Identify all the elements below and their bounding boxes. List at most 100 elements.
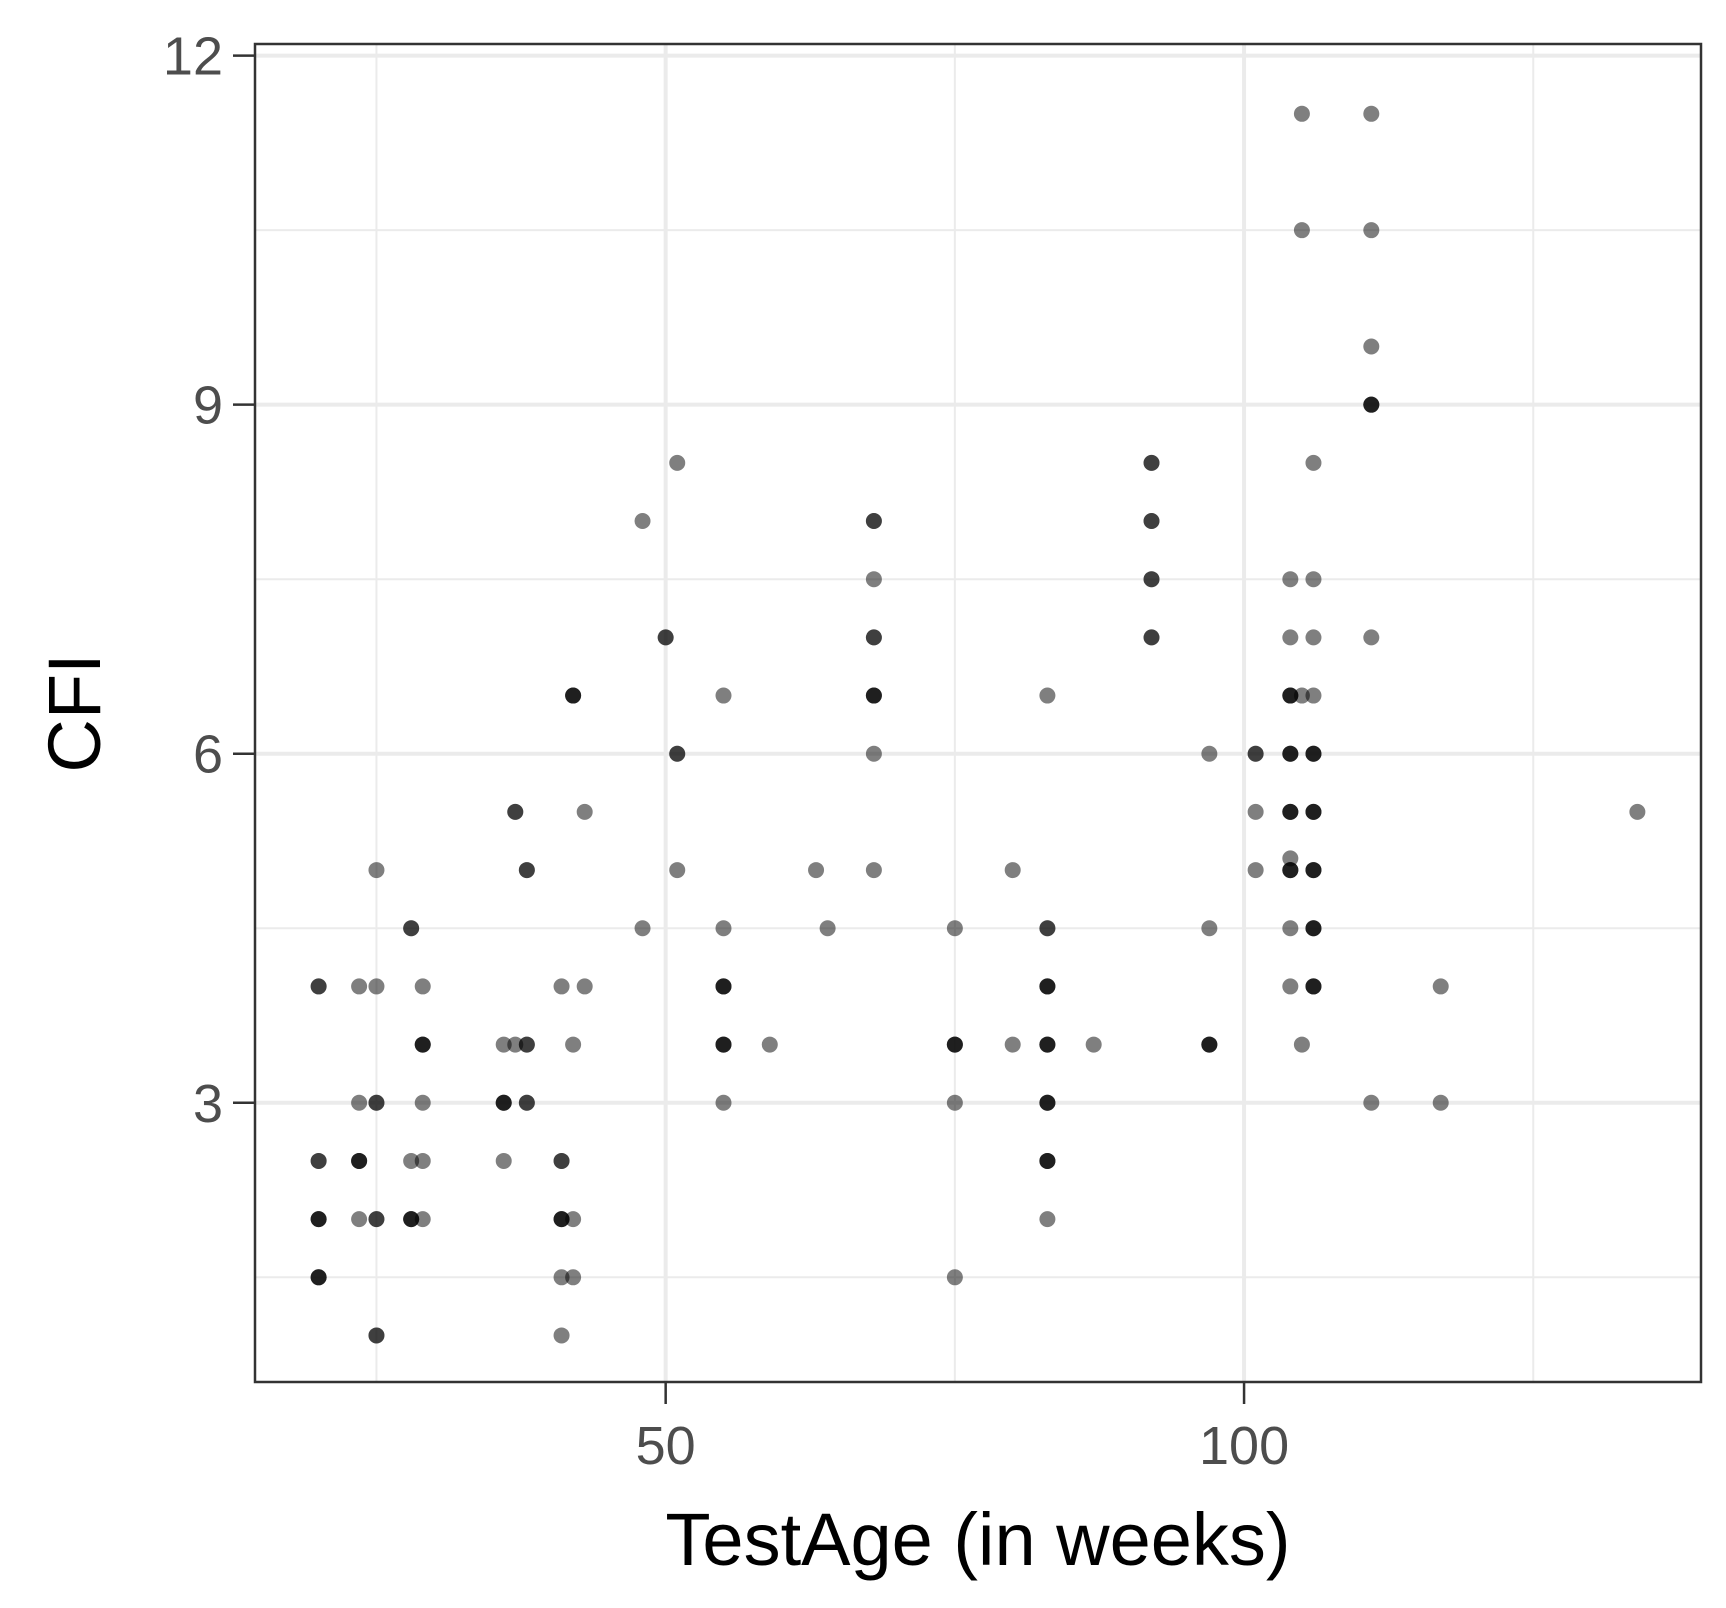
- data-point: [946, 1269, 963, 1286]
- data-point: [1201, 745, 1218, 762]
- data-point: [403, 1152, 420, 1169]
- data-point: [414, 978, 431, 995]
- y-tick-label: 6: [193, 725, 223, 785]
- data-point: [576, 803, 593, 820]
- data-point: [865, 745, 882, 762]
- data-point: [669, 454, 686, 471]
- x-axis-title: TestAge (in weeks): [665, 1498, 1290, 1581]
- data-point: [1363, 629, 1380, 646]
- data-point: [1039, 687, 1056, 704]
- data-point: [414, 1036, 431, 1053]
- data-point: [1432, 1094, 1449, 1111]
- data-point: [1293, 1036, 1310, 1053]
- data-point: [1039, 1036, 1056, 1053]
- x-axis-ticks: 50 100: [636, 1382, 1289, 1476]
- data-point: [403, 1211, 420, 1228]
- data-point: [1004, 862, 1021, 879]
- data-point: [553, 1327, 570, 1344]
- data-point: [310, 1269, 327, 1286]
- data-point: [310, 1211, 327, 1228]
- minor-gridlines: [255, 44, 1701, 1382]
- data-point: [865, 629, 882, 646]
- data-point: [553, 1211, 570, 1228]
- data-point: [351, 978, 368, 995]
- data-point: [1039, 920, 1056, 937]
- data-point: [1293, 687, 1310, 704]
- data-point: [634, 920, 651, 937]
- data-point: [351, 1211, 368, 1228]
- data-point: [565, 1211, 582, 1228]
- data-point: [518, 1094, 535, 1111]
- data-point: [1282, 850, 1299, 867]
- data-point: [808, 862, 825, 879]
- data-point: [715, 687, 732, 704]
- data-point: [518, 1036, 535, 1053]
- data-point: [669, 745, 686, 762]
- data-point: [1305, 862, 1322, 879]
- data-point: [1143, 629, 1160, 646]
- data-point: [1143, 513, 1160, 530]
- data-point: [1085, 1036, 1102, 1053]
- data-point: [1305, 454, 1322, 471]
- data-point: [310, 1152, 327, 1169]
- data-point: [507, 803, 524, 820]
- data-point: [1282, 803, 1299, 820]
- data-point: [1629, 803, 1646, 820]
- data-point: [1201, 920, 1218, 937]
- data-point: [1282, 978, 1299, 995]
- x-tick-label: 100: [1199, 1416, 1289, 1476]
- data-point: [1305, 803, 1322, 820]
- data-point: [1305, 978, 1322, 995]
- data-point: [1201, 1036, 1218, 1053]
- major-gridlines: [255, 44, 1701, 1382]
- data-point: [368, 978, 385, 995]
- data-point: [946, 1094, 963, 1111]
- data-point: [865, 571, 882, 588]
- data-point: [865, 513, 882, 530]
- data-point: [565, 1036, 582, 1053]
- data-points: [310, 105, 1646, 1344]
- data-point: [1039, 1152, 1056, 1169]
- data-point: [1143, 454, 1160, 471]
- data-point: [495, 1036, 512, 1053]
- data-point: [1363, 338, 1380, 355]
- y-tick-label: 3: [193, 1074, 223, 1134]
- data-point: [495, 1152, 512, 1169]
- data-point: [1363, 222, 1380, 239]
- data-point: [634, 513, 651, 530]
- data-point: [1305, 687, 1322, 704]
- y-axis-title: CFI: [33, 653, 116, 772]
- data-point: [1363, 105, 1380, 122]
- data-point: [946, 1036, 963, 1053]
- y-tick-label: 9: [193, 376, 223, 436]
- data-point: [565, 687, 582, 704]
- data-point: [495, 1094, 512, 1111]
- data-point: [1282, 571, 1299, 588]
- data-point: [761, 1036, 778, 1053]
- data-point: [1039, 978, 1056, 995]
- data-point: [414, 1152, 431, 1169]
- data-point: [351, 1152, 368, 1169]
- y-axis-ticks: 3 6 9 12: [163, 27, 255, 1134]
- data-point: [1432, 978, 1449, 995]
- data-point: [1282, 920, 1299, 937]
- data-point: [553, 1269, 570, 1286]
- data-point: [368, 1211, 385, 1228]
- data-point: [1247, 745, 1264, 762]
- data-point: [553, 978, 570, 995]
- data-point: [403, 920, 420, 937]
- data-point: [715, 1094, 732, 1111]
- data-point: [507, 1036, 524, 1053]
- data-point: [1039, 1094, 1056, 1111]
- data-point: [1282, 862, 1299, 879]
- data-point: [351, 1094, 368, 1111]
- data-point: [715, 978, 732, 995]
- data-point: [1305, 745, 1322, 762]
- plot-background: [255, 44, 1701, 1382]
- data-point: [1282, 745, 1299, 762]
- data-point: [1282, 629, 1299, 646]
- data-point: [553, 1152, 570, 1169]
- data-point: [414, 1211, 431, 1228]
- data-point: [865, 862, 882, 879]
- data-point: [1293, 105, 1310, 122]
